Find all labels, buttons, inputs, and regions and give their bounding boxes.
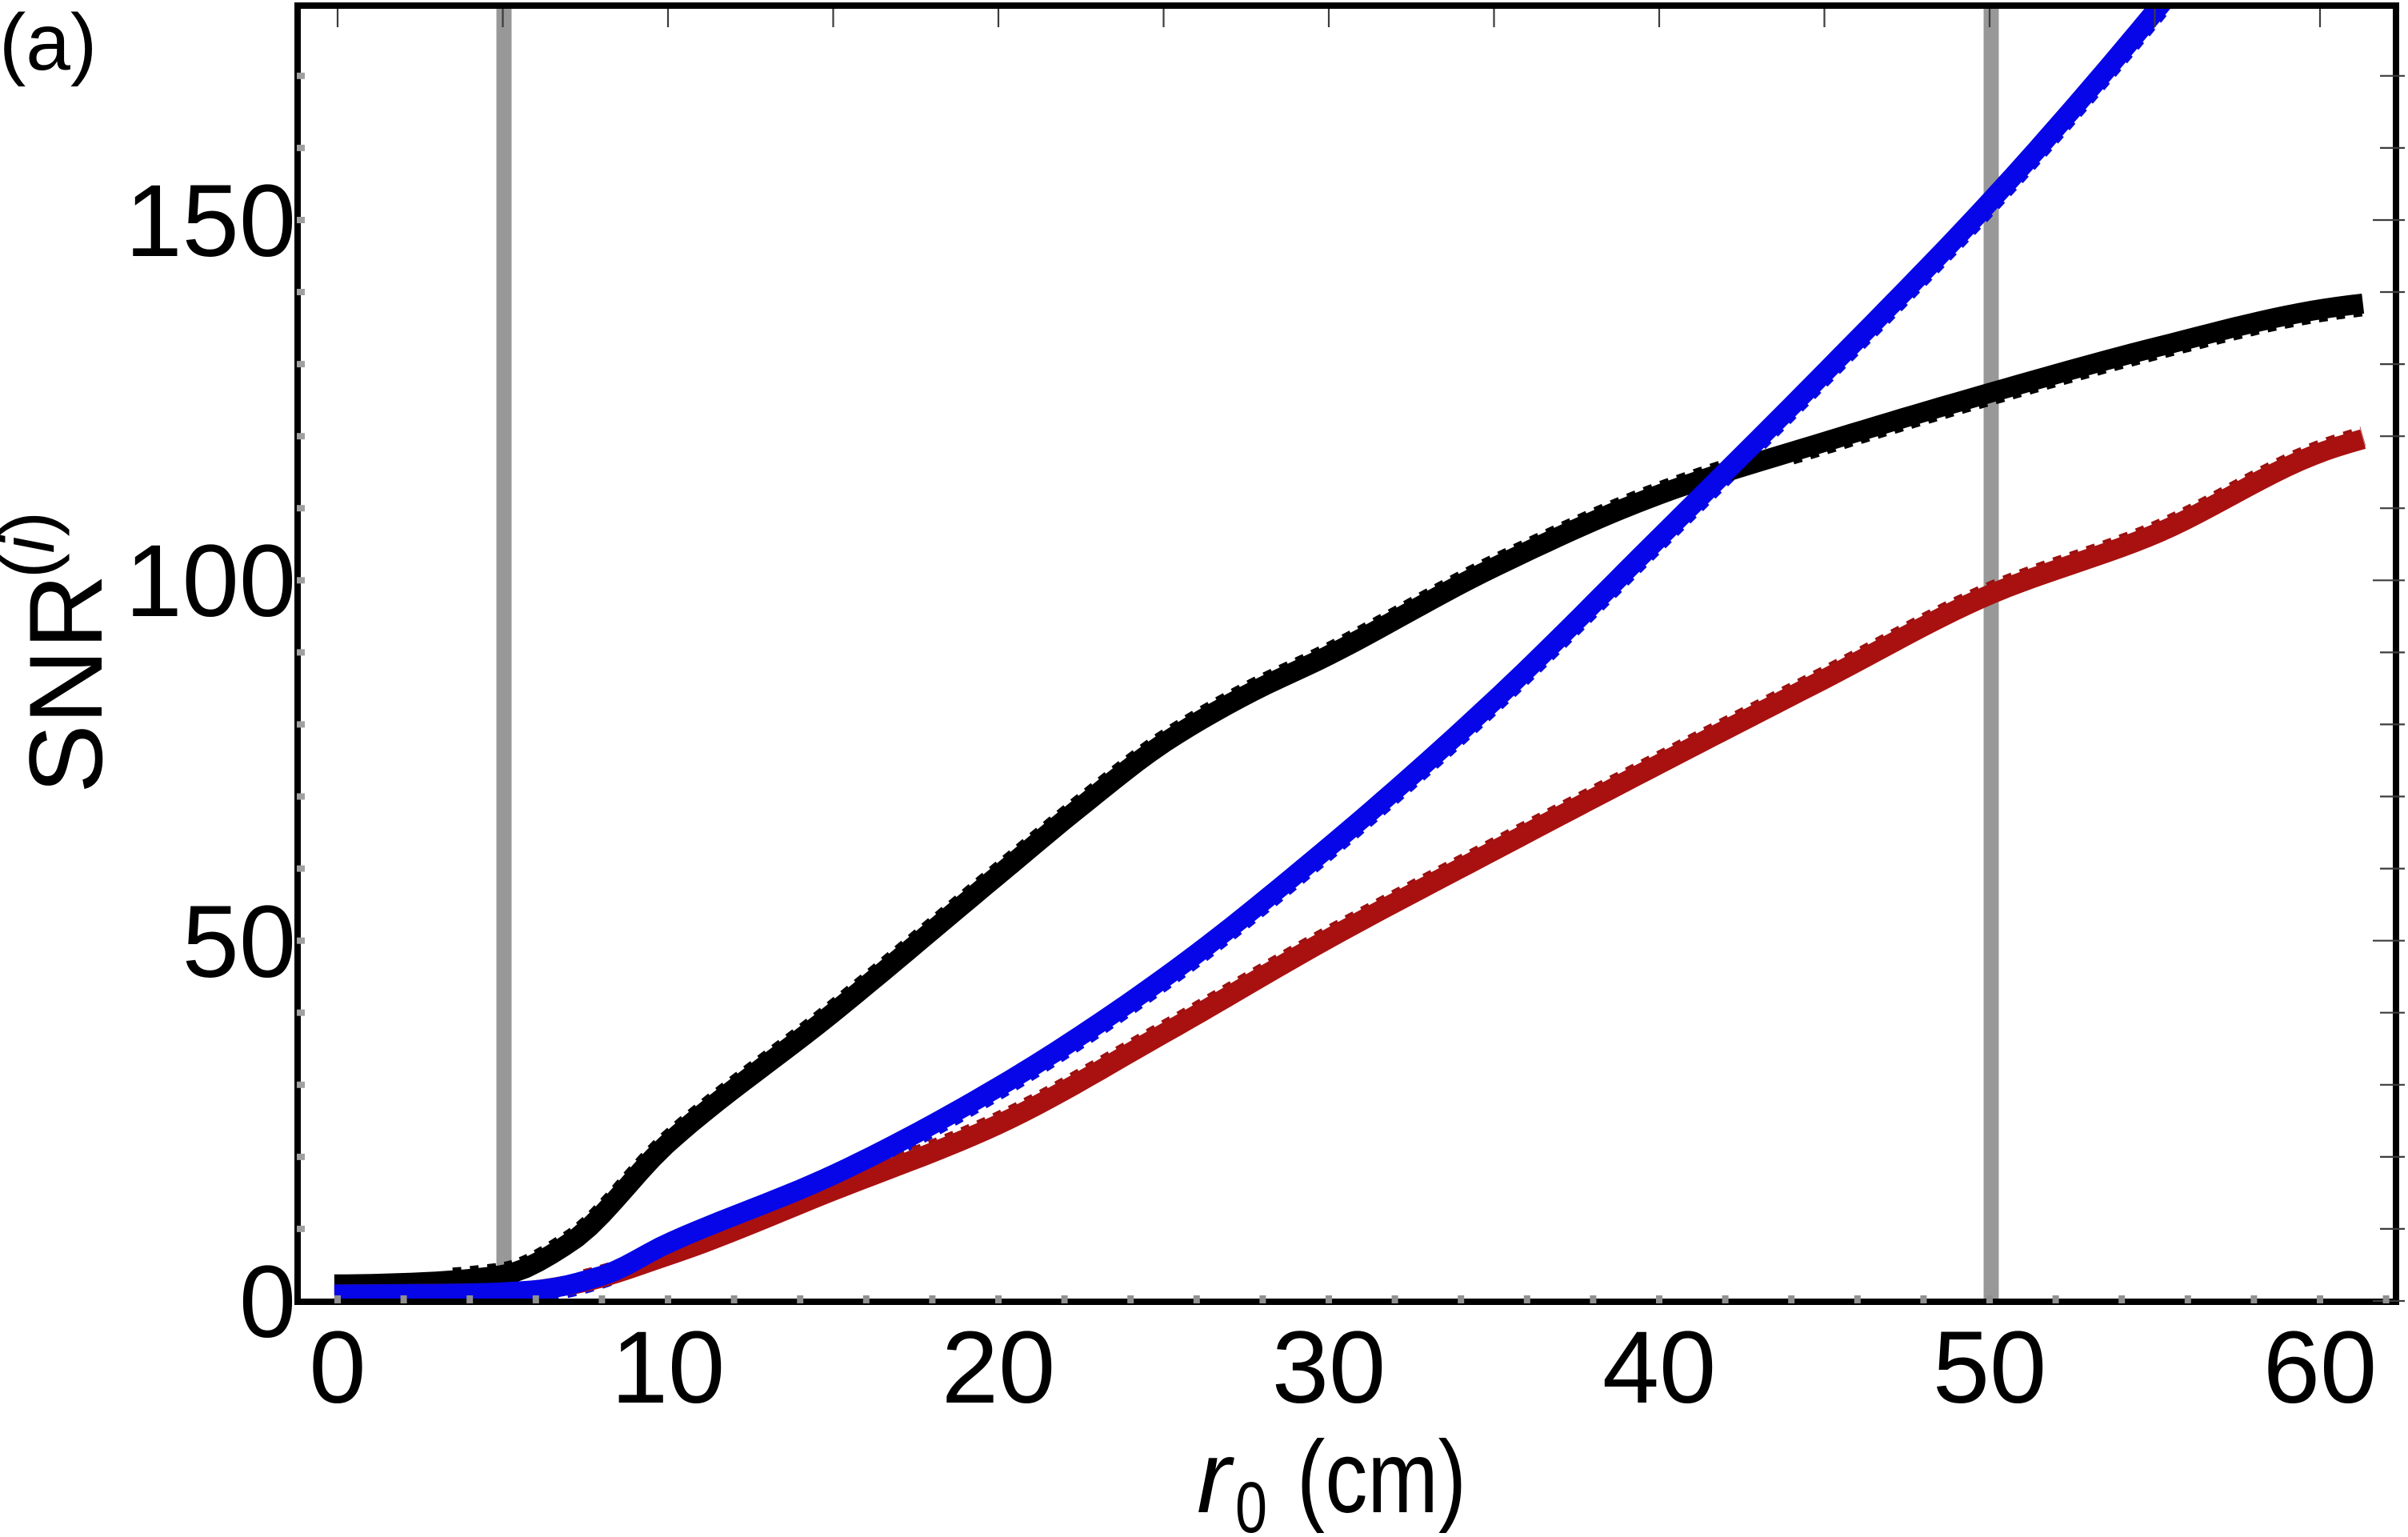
svg-text:(cm): (cm): [1297, 1420, 1466, 1533]
svg-text:60: 60: [2263, 1311, 2377, 1425]
svg-text:40: 40: [1602, 1311, 1716, 1425]
svg-text:150: 150: [125, 164, 296, 278]
svg-text:20: 20: [942, 1311, 1055, 1425]
svg-text:50: 50: [1933, 1311, 2046, 1425]
svg-text:0: 0: [1235, 1468, 1267, 1533]
svg-text:30: 30: [1272, 1311, 1386, 1425]
svg-text:10: 10: [611, 1311, 725, 1425]
svg-text:0: 0: [309, 1311, 366, 1425]
svg-text:100: 100: [125, 524, 296, 638]
svg-text:0: 0: [239, 1245, 296, 1359]
svg-text:(a): (a): [0, 0, 97, 87]
svg-text:SNR: SNR: [7, 574, 124, 794]
svg-text:(i): (i): [0, 511, 70, 578]
svg-text:50: 50: [182, 885, 296, 999]
svg-text:r: r: [1197, 1420, 1234, 1533]
